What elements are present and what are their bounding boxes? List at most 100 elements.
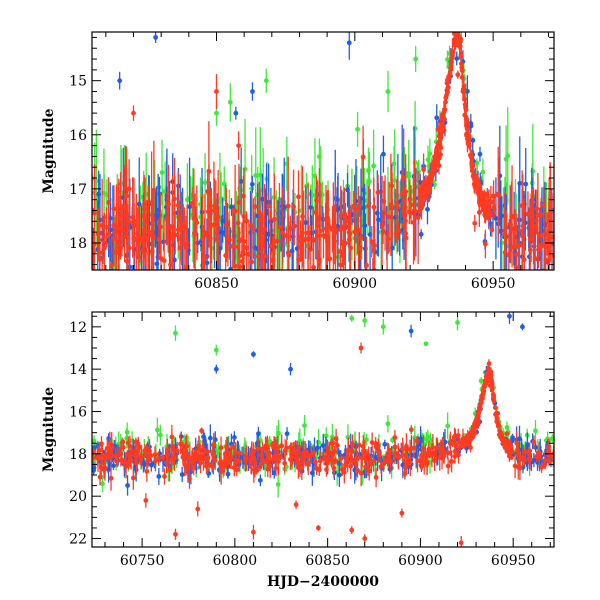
series-2-point bbox=[330, 438, 336, 448]
series-2-point bbox=[376, 440, 382, 463]
series-2-point bbox=[440, 436, 445, 460]
peak-point bbox=[421, 187, 426, 197]
series-2-point bbox=[98, 456, 104, 479]
series-2-point bbox=[113, 452, 119, 460]
peak-point bbox=[462, 97, 468, 112]
series-2-point bbox=[120, 438, 126, 446]
peak-point bbox=[483, 209, 488, 224]
series-2-point bbox=[266, 448, 272, 458]
series-2-point bbox=[107, 219, 112, 250]
series-2-point bbox=[131, 177, 137, 265]
series-0-point bbox=[308, 189, 314, 226]
peak-point bbox=[445, 84, 451, 91]
series-1-point bbox=[157, 424, 163, 446]
series-0-point bbox=[470, 137, 476, 144]
series-2-point bbox=[448, 455, 454, 469]
plot-frame bbox=[91, 311, 555, 548]
outlier-point bbox=[520, 323, 525, 331]
series-0-point bbox=[336, 463, 342, 487]
series-2-point bbox=[296, 170, 301, 224]
series-1-point bbox=[549, 434, 554, 443]
series-2-point bbox=[215, 169, 221, 265]
series-2-point bbox=[294, 440, 300, 467]
series-2-point bbox=[241, 167, 247, 266]
series-2-point bbox=[401, 202, 407, 248]
series-0-point bbox=[140, 272, 145, 315]
series-2-point bbox=[291, 169, 296, 244]
outlier-point bbox=[358, 342, 364, 354]
series-1-point bbox=[124, 422, 130, 442]
series-1-point bbox=[424, 432, 429, 447]
series-2-point bbox=[187, 444, 193, 472]
series-2-point bbox=[520, 211, 526, 241]
series-2-point bbox=[156, 451, 162, 466]
series-2-point bbox=[496, 157, 502, 234]
peak-point bbox=[417, 186, 423, 193]
peak-point bbox=[476, 191, 482, 199]
series-2-point bbox=[306, 217, 312, 260]
series-2-point bbox=[126, 210, 132, 234]
series-1-point bbox=[154, 417, 160, 443]
peak-point bbox=[417, 201, 423, 214]
series-2-point bbox=[137, 213, 143, 263]
outlier-point bbox=[173, 528, 178, 540]
series-2-point bbox=[99, 445, 105, 465]
series-1-point bbox=[90, 273, 95, 297]
peak-point bbox=[479, 392, 485, 400]
series-1-point bbox=[391, 145, 397, 182]
series-2-point bbox=[364, 236, 369, 270]
peak-point bbox=[452, 32, 458, 51]
series-0-point bbox=[125, 475, 130, 496]
x-axis-title: HJD−2400000 bbox=[267, 574, 379, 590]
series-2-point bbox=[432, 450, 438, 471]
series-1-point bbox=[518, 269, 520, 270]
series-2-point bbox=[372, 258, 374, 270]
x-tick-label: 60900 bbox=[398, 553, 443, 569]
series-2-point bbox=[255, 225, 261, 270]
series-2-point bbox=[111, 185, 117, 266]
series-2-point bbox=[282, 439, 288, 463]
y-tick-label: 12 bbox=[69, 320, 87, 336]
series-2-point bbox=[419, 446, 424, 467]
y-tick-label: 18 bbox=[69, 447, 87, 463]
peak-point bbox=[438, 124, 444, 135]
peak-point bbox=[426, 179, 432, 187]
series-2-point bbox=[103, 207, 109, 248]
series-2-point bbox=[491, 180, 496, 213]
series-0-point bbox=[477, 146, 483, 162]
peak-point bbox=[476, 405, 482, 410]
series-2-point bbox=[360, 435, 366, 458]
series-2-point bbox=[356, 432, 362, 458]
series-2-point bbox=[456, 0, 461, 30]
series-2-point bbox=[135, 436, 141, 456]
series-1-point bbox=[302, 415, 307, 437]
series-2-point bbox=[355, 204, 361, 254]
outlier-point bbox=[153, 32, 159, 43]
series-2-point bbox=[456, 446, 461, 464]
outlier-point bbox=[233, 106, 239, 120]
peak-point bbox=[440, 110, 446, 129]
series-2-point bbox=[527, 442, 533, 460]
peak-point bbox=[455, 32, 460, 39]
series-2-point bbox=[517, 455, 523, 481]
series-2-point bbox=[508, 455, 514, 460]
series-2-point bbox=[346, 226, 352, 254]
series-2-point bbox=[99, 178, 105, 270]
x-tick-label: 60950 bbox=[471, 276, 516, 292]
series-2-point bbox=[167, 457, 172, 482]
series-2-point bbox=[371, 177, 377, 237]
series-2-point bbox=[144, 199, 150, 270]
peak-point bbox=[468, 152, 474, 162]
series-2-point bbox=[97, 222, 103, 270]
series-0-point bbox=[454, 51, 460, 66]
series-0-point bbox=[249, 175, 255, 193]
series-2-point bbox=[259, 213, 264, 270]
series-2-point bbox=[189, 187, 195, 221]
series-2-point bbox=[522, 455, 527, 466]
y-tick-label: 17 bbox=[69, 182, 87, 198]
series-0-point bbox=[284, 427, 290, 441]
series-2-point bbox=[482, 229, 488, 259]
series-0-point bbox=[345, 173, 350, 207]
series-2-point bbox=[252, 196, 258, 217]
series-2-point bbox=[333, 181, 338, 270]
